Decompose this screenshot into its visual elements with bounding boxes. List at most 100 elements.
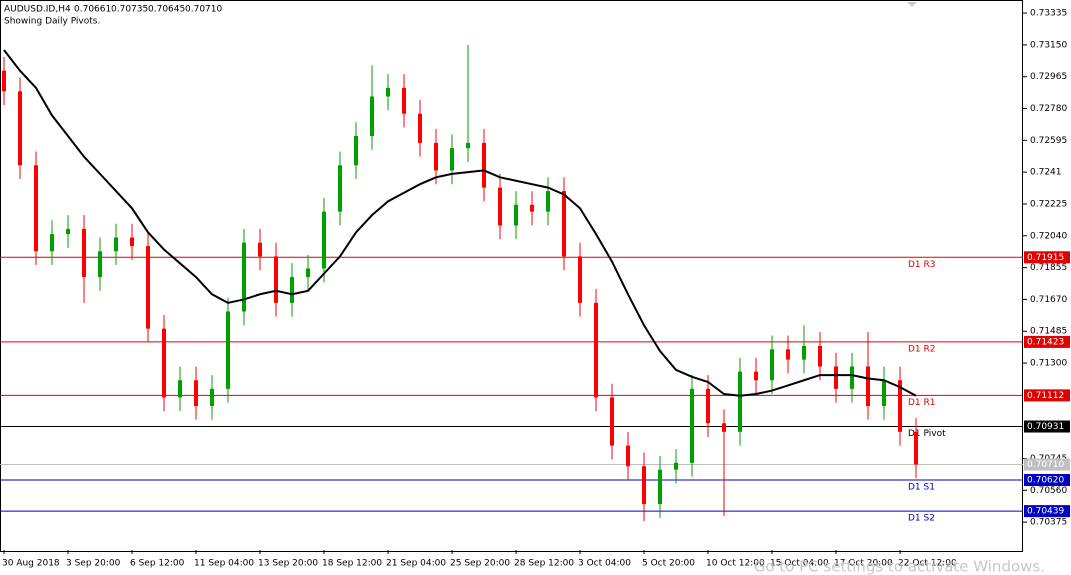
pivot-price-box bbox=[1024, 420, 1070, 433]
candle-body bbox=[850, 366, 854, 389]
pivot-name: D1 S1 bbox=[908, 483, 935, 493]
y-tick-label: 0.72225 bbox=[1030, 199, 1067, 209]
pivot-price-box bbox=[1024, 335, 1070, 348]
candle-body bbox=[194, 380, 198, 407]
pivot-name: D1 R3 bbox=[908, 260, 936, 270]
pivot-name: D1 S2 bbox=[908, 514, 935, 524]
x-tick-label: 5 Oct 20:00 bbox=[642, 559, 695, 569]
symbol: AUDUSD.ID,H4 bbox=[4, 5, 71, 15]
shift-marker bbox=[907, 2, 917, 7]
x-tick-label: 30 Aug 2018 bbox=[2, 559, 60, 569]
pivot-name: D1 Pivot bbox=[908, 429, 946, 439]
candle-body bbox=[50, 234, 54, 252]
candle-body bbox=[18, 91, 22, 166]
candle-body bbox=[514, 204, 518, 226]
pivot-price-label: 0.71423 bbox=[1027, 337, 1064, 347]
y-tick-label: 0.71855 bbox=[1030, 263, 1067, 273]
pivot-price-label: 0.70931 bbox=[1027, 422, 1064, 432]
y-tick-label: 0.73335 bbox=[1030, 9, 1067, 19]
candle-body bbox=[626, 445, 630, 467]
candle-body bbox=[866, 366, 870, 407]
candle-body bbox=[674, 462, 678, 470]
candle-body bbox=[722, 423, 726, 432]
y-tick-label: 0.71300 bbox=[1030, 359, 1067, 369]
pivot-price-box bbox=[1024, 474, 1070, 487]
candle-body bbox=[98, 251, 102, 278]
x-tick-label: 3 Sep 20:00 bbox=[66, 559, 121, 569]
candle-body bbox=[434, 142, 438, 171]
candle-body bbox=[338, 165, 342, 212]
x-tick-label: 25 Sep 20:00 bbox=[450, 559, 510, 569]
plot-frame bbox=[0, 0, 1023, 552]
candle-body bbox=[786, 349, 790, 360]
pivot-price-label: 0.70620 bbox=[1027, 476, 1064, 486]
candle-body bbox=[898, 380, 902, 432]
candle-body bbox=[66, 228, 70, 235]
x-tick-label: 18 Sep 12:00 bbox=[322, 559, 382, 569]
candle-body bbox=[322, 211, 326, 269]
y-tick-label: 0.71485 bbox=[1030, 327, 1067, 337]
candle-body bbox=[754, 371, 758, 381]
subtitle: Showing Daily Pivots. bbox=[4, 17, 100, 27]
candle-body bbox=[738, 371, 742, 432]
candle-body bbox=[562, 191, 566, 257]
pivot-price-label: 0.71112 bbox=[1027, 391, 1064, 401]
candle-body bbox=[770, 349, 774, 381]
x-tick-label: 6 Sep 12:00 bbox=[130, 559, 185, 569]
candle-body bbox=[402, 87, 406, 114]
pivot-name: D1 R2 bbox=[908, 344, 936, 354]
candle-body bbox=[290, 277, 294, 303]
x-tick-label: 13 Sep 20:00 bbox=[258, 559, 318, 569]
candle-body bbox=[610, 397, 614, 446]
y-tick-label: 0.72965 bbox=[1030, 72, 1067, 82]
pivot-price-box bbox=[1024, 505, 1070, 518]
candle-body bbox=[658, 469, 662, 505]
candle-body bbox=[578, 256, 582, 303]
x-tick-label: 21 Sep 04:00 bbox=[386, 559, 446, 569]
candle-body bbox=[114, 237, 118, 252]
quote-value: 0.70710 bbox=[185, 5, 222, 15]
candle-body bbox=[418, 113, 422, 143]
candle-body bbox=[706, 388, 710, 424]
candle-body bbox=[258, 242, 262, 257]
candle-body bbox=[242, 242, 246, 312]
candle-body bbox=[82, 228, 86, 278]
pivot-price-label: 0.71915 bbox=[1027, 253, 1064, 263]
candle-body bbox=[530, 204, 534, 212]
candle-body bbox=[386, 87, 390, 97]
y-tick-label: 0.73150 bbox=[1030, 40, 1067, 50]
candle-body bbox=[498, 187, 502, 226]
candle-body bbox=[2, 70, 6, 92]
candle-body bbox=[914, 431, 918, 465]
quote-value: 0.70645 bbox=[148, 5, 185, 15]
candle-body bbox=[130, 237, 134, 247]
quote-value: 0.70735 bbox=[111, 5, 148, 15]
candle-body bbox=[34, 165, 38, 252]
candle-body bbox=[690, 388, 694, 463]
y-tick-label: 0.72040 bbox=[1030, 231, 1067, 241]
candle-body bbox=[210, 388, 214, 407]
candle-body bbox=[306, 268, 310, 278]
watermark: Go to PC settings to activate Windows. bbox=[754, 558, 1045, 575]
candle-body bbox=[162, 328, 166, 398]
y-tick-label: 0.70375 bbox=[1030, 518, 1067, 528]
y-tick-label: 0.72595 bbox=[1030, 136, 1067, 146]
candle-body bbox=[178, 380, 182, 398]
candle-body bbox=[594, 302, 598, 398]
pivot-price-box bbox=[1024, 251, 1070, 264]
candle-body bbox=[466, 142, 470, 149]
candle-body bbox=[882, 380, 886, 407]
candle-body bbox=[642, 466, 646, 505]
y-tick-label: 0.72780 bbox=[1030, 104, 1067, 114]
y-tick-label: 0.71670 bbox=[1030, 295, 1067, 305]
candle-body bbox=[370, 96, 374, 137]
x-tick-label: 10 Oct 12:00 bbox=[706, 559, 765, 569]
candle-body bbox=[450, 148, 454, 171]
x-tick-label: 17 Oct 20:00 bbox=[834, 559, 893, 569]
last-price-label: 0.70710 bbox=[1027, 460, 1064, 470]
y-tick-label: 0.70560 bbox=[1030, 486, 1067, 496]
quote-value: 0.70661 bbox=[74, 5, 111, 15]
candle-body bbox=[354, 136, 358, 166]
x-tick-label: 28 Sep 12:00 bbox=[514, 559, 574, 569]
candle-body bbox=[802, 345, 806, 360]
